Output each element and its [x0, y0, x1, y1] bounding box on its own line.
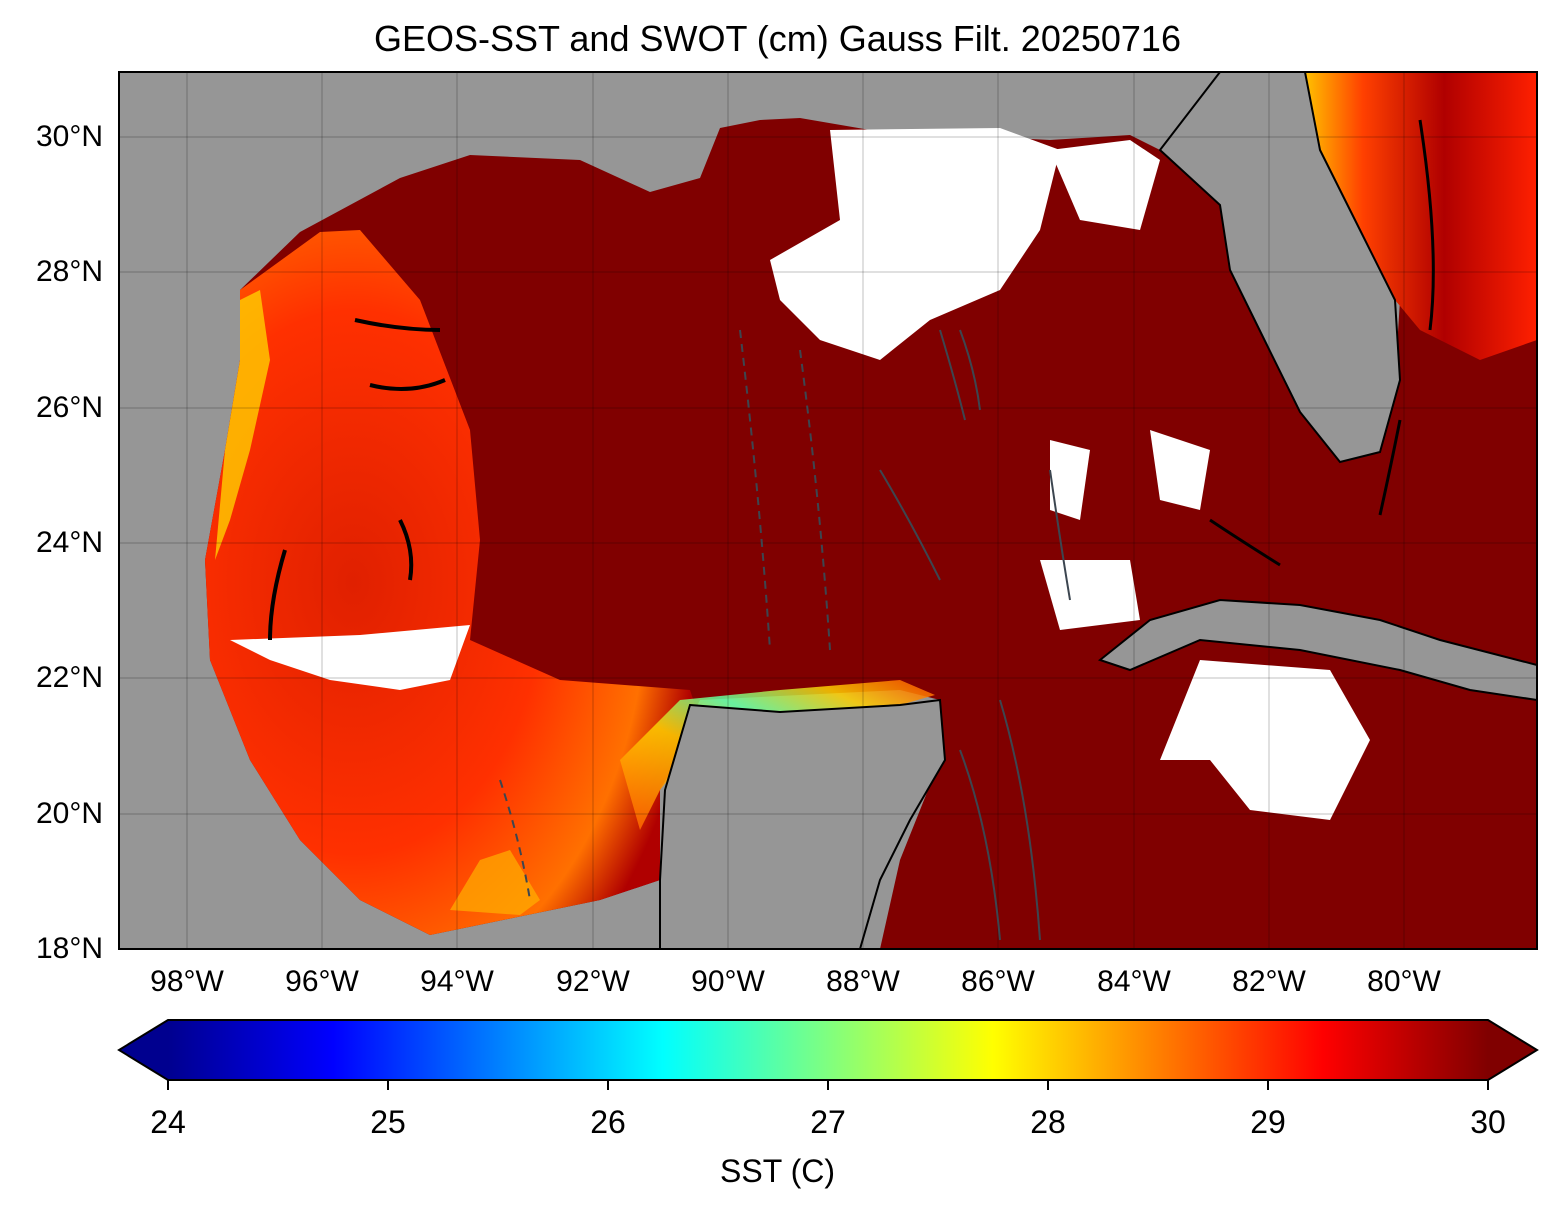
- colorbar-label: SST (C): [720, 1153, 835, 1189]
- lon-tick-label: 98°W: [150, 965, 224, 998]
- lon-tick-label: 92°W: [556, 965, 630, 998]
- colorbar-tick-label: 26: [590, 1104, 626, 1140]
- lon-tick-label: 88°W: [826, 965, 900, 998]
- colorbar-extend-max: [1488, 1020, 1537, 1080]
- florida-land: [1158, 72, 1402, 464]
- lat-tick-label: 20°N: [35, 797, 103, 830]
- colorbar-extend-min: [119, 1020, 168, 1080]
- lat-tick-label: 22°N: [35, 661, 103, 694]
- lat-tick-label: 26°N: [35, 391, 103, 424]
- lon-tick-label: 90°W: [691, 965, 765, 998]
- lon-tick-label: 96°W: [285, 965, 359, 998]
- yucatan-land: [659, 698, 947, 949]
- lat-tick-label: 28°N: [35, 255, 103, 288]
- colorbar-ticks: [167, 1080, 1489, 1090]
- lon-tick-label: 82°W: [1232, 965, 1306, 998]
- lon-tick-label: 80°W: [1367, 965, 1441, 998]
- colorbar-tick-label: 24: [150, 1104, 186, 1140]
- figure-title: GEOS-SST and SWOT (cm) Gauss Filt. 20250…: [374, 18, 1181, 59]
- lat-tick-label: 24°N: [35, 526, 103, 559]
- lat-tick-label: 30°N: [35, 120, 103, 153]
- western-gulf-warm-region: [205, 230, 700, 935]
- texas-coastal-plume: [215, 290, 270, 560]
- colorbar-gradient: [168, 1020, 1488, 1080]
- missing-data-patches: [230, 128, 1370, 820]
- colorbar-tick-label: 30: [1470, 1104, 1506, 1140]
- colorbar-tick-label: 29: [1250, 1104, 1286, 1140]
- map-frame: [118, 71, 1538, 950]
- lon-tick-label: 84°W: [1097, 965, 1171, 998]
- lon-tick-label: 86°W: [961, 965, 1035, 998]
- swot-contours: [268, 119, 1435, 941]
- atlantic-sst: [1305, 72, 1537, 360]
- gridlines: [119, 72, 1537, 949]
- lat-tick-label: 18°N: [35, 932, 103, 965]
- bay-of-campeche-plume: [450, 850, 540, 915]
- colorbar-tick-label: 27: [810, 1104, 846, 1140]
- colorbar: [117, 1019, 1539, 1090]
- colorbar-tick-label: 25: [370, 1104, 406, 1140]
- lon-tick-label: 94°W: [420, 965, 494, 998]
- colorbar-tick-label: 28: [1030, 1104, 1066, 1140]
- cuba-land: [1097, 598, 1537, 702]
